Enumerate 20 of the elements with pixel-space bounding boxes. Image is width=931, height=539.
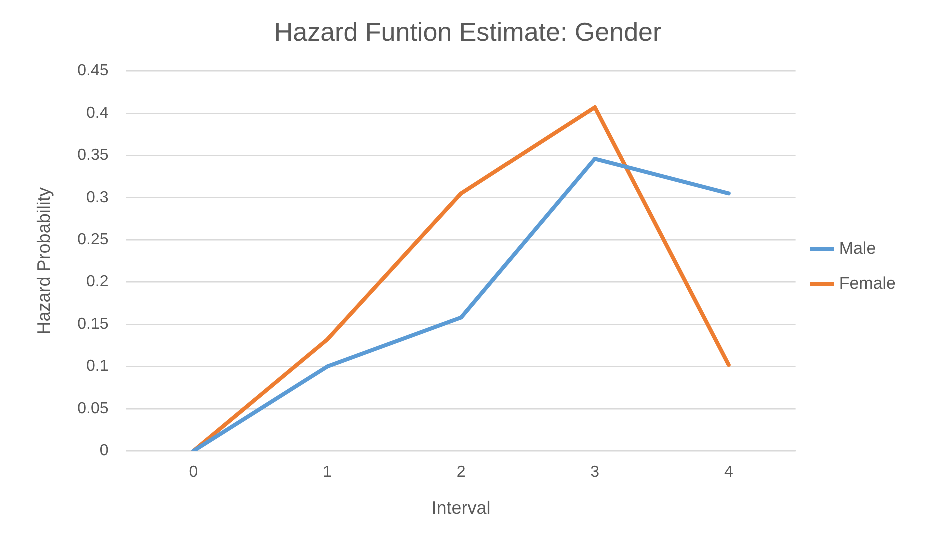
y-tick-label: 0.4 xyxy=(86,104,109,122)
x-tick-label: 4 xyxy=(724,464,734,482)
y-axis-title: Hazard Probability xyxy=(34,188,54,335)
chart-title: Hazard Funtion Estimate: Gender xyxy=(274,16,662,47)
y-tick-label: 0.25 xyxy=(78,231,109,248)
legend-label: Female xyxy=(839,274,896,294)
x-tick-label: 0 xyxy=(189,464,198,482)
y-tick-label: 0.3 xyxy=(86,189,109,206)
y-tick-label: 0.15 xyxy=(78,316,109,333)
y-tick-label: 0.2 xyxy=(86,274,109,291)
y-tick-label: 0.45 xyxy=(78,62,109,80)
x-tick-label: 3 xyxy=(590,464,600,482)
y-tick-label: 0.35 xyxy=(78,147,109,164)
y-tick-label: 0.05 xyxy=(78,400,109,418)
legend-label: Male xyxy=(839,239,876,258)
x-tick-label: 2 xyxy=(456,464,466,482)
x-axis-title: Interval xyxy=(432,498,491,518)
x-tick-label: 1 xyxy=(323,464,332,482)
y-tick-label: 0 xyxy=(100,442,109,460)
y-tick-label: 0.1 xyxy=(86,358,109,376)
